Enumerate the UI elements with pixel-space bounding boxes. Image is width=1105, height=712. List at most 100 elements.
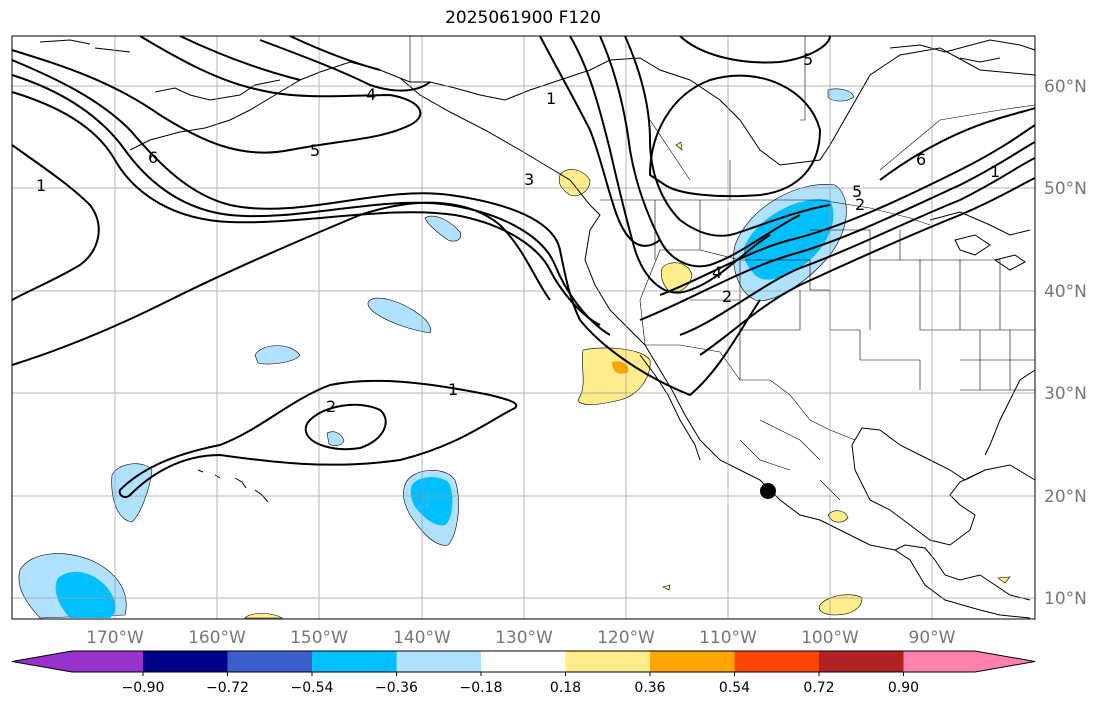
colorbar-tick-label: −0.18: [460, 680, 503, 696]
contour-east-jet-1: [659, 124, 1036, 296]
contour-subtropical-2: [304, 403, 387, 451]
contour-jet-3: [11, 91, 601, 326]
colorbar-segment: [12, 651, 143, 672]
contour-label: 1: [36, 176, 46, 195]
colorbar-tick-label: 0.72: [803, 680, 834, 696]
alaska-coast: [39, 39, 401, 151]
contour-east-jet-4: [699, 177, 1036, 356]
lon-label: 120°W: [597, 628, 655, 648]
lon-label: 110°W: [699, 628, 757, 648]
contour-label: 1: [990, 162, 1000, 181]
contour-label: 6: [148, 148, 158, 167]
colorbar-segment: [312, 651, 397, 672]
colorbar-tick-label: 0.90: [888, 680, 919, 696]
map-title: 2025061900 F120: [445, 8, 601, 28]
positive-anomaly-small-3: [675, 141, 683, 151]
contour-label: 5: [803, 50, 813, 69]
colorbar-tick-label: −0.72: [206, 680, 249, 696]
baja-peninsula: [639, 354, 701, 461]
us-canada-border: [600, 199, 931, 226]
positive-anomaly-baja-core: [612, 361, 629, 374]
shaded-anomalies: [18, 88, 1011, 619]
contour-subtropical-1: [118, 379, 518, 499]
great-lakes: [929, 211, 1031, 271]
negative-anomaly-pacific-3: [424, 215, 461, 242]
colorbar-segment: [903, 651, 1035, 672]
positive-anomaly-south-edge: [244, 613, 284, 619]
strong-negative-anomaly-hawaii-east: [410, 477, 453, 526]
contour-trough-2: [569, 35, 771, 294]
negative-anomaly-pacific-4: [326, 431, 345, 446]
florida-coast: [984, 369, 1036, 456]
lat-label: 40°N: [1044, 282, 1087, 302]
lon-label: 130°W: [495, 628, 553, 648]
colorbar-segment: [227, 651, 312, 672]
contour-canada-ridge: [648, 74, 822, 198]
contour-east-jet-2: [639, 141, 1036, 321]
contour-trough-3: [599, 35, 801, 268]
positive-anomaly-small-1: [997, 576, 1011, 584]
positive-anomaly-oregon-coast: [558, 169, 591, 197]
lat-label: 10°N: [1044, 589, 1087, 609]
political-borders: [409, 36, 1036, 501]
longitude-labels: 170°W 160°W 150°W 140°W 130°W 120°W 110°…: [86, 628, 956, 648]
negative-anomaly-canada: [827, 88, 855, 102]
contour-east-jet-5: [879, 107, 1036, 181]
negative-anomaly-pacific-1: [367, 297, 431, 334]
lon-label: 150°W: [290, 628, 348, 648]
contour-label: 6: [916, 150, 926, 169]
contour-trough-4: [624, 35, 831, 237]
colorbar-tick-label: 0.54: [719, 680, 750, 696]
colorbar-tick-label: 0.36: [634, 680, 665, 696]
colorbar-segment: [734, 651, 819, 672]
contour-label: 4: [712, 263, 722, 282]
contour-label: 1: [448, 380, 458, 399]
contour-label: 5: [310, 141, 320, 160]
contour-western-pacific-low: [11, 35, 422, 154]
gulf-of-mexico-coast: [851, 427, 1036, 546]
lat-label: 20°N: [1044, 487, 1087, 507]
contour-label: 5: [852, 182, 862, 201]
positive-anomaly-baja: [577, 347, 651, 405]
contour-north-pacific-wave: [179, 35, 431, 92]
contour-ridge-west: [11, 201, 551, 366]
canada-province-lines: [649, 36, 1036, 200]
contour-label: 4: [366, 85, 376, 104]
contour-1-west: [11, 144, 100, 301]
lon-label: 170°W: [86, 628, 144, 648]
colorbar-outline: [11, 650, 1036, 673]
contour-label-group: 1 6 5 4 3 1 5 6 1 5 4 2 2 1 2: [36, 50, 1000, 416]
contour-label: 2: [326, 397, 336, 416]
lat-label: 30°N: [1044, 384, 1087, 404]
lat-label: 50°N: [1044, 179, 1087, 199]
contour-jet-2: [11, 74, 611, 336]
contour-jet-1: [11, 59, 761, 397]
strong-negative-anomaly-southwest: [55, 571, 116, 618]
contour-lines: [11, 35, 1036, 499]
graticule: [12, 36, 1035, 619]
contour-east-jet-3: [679, 157, 1036, 336]
us-mexico-border: [645, 344, 856, 441]
colorbar-segment: [143, 651, 228, 672]
colorbar: −0.90 −0.72 −0.54 −0.36 −0.18 0.18 0.36 0.54 0.7…: [11, 650, 1036, 696]
colorbar-segment: [819, 651, 904, 672]
lon-label: 160°W: [188, 628, 246, 648]
contour-label: 2: [855, 195, 865, 214]
positive-anomaly-small-2: [662, 584, 671, 591]
lon-label: 140°W: [393, 628, 451, 648]
positive-anomaly-mexico: [827, 510, 849, 523]
location-marker-dot: [760, 483, 776, 499]
contour-label: 1: [546, 89, 556, 108]
negative-anomaly-pacific-2: [254, 345, 301, 365]
map-frame: [11, 35, 1036, 620]
colorbar-segment: [565, 651, 650, 672]
lon-label: 90°W: [909, 628, 956, 648]
colorbar-tick-label: 0.18: [550, 680, 581, 696]
colorbar-tick-label: −0.90: [122, 680, 165, 696]
lon-label: 100°W: [801, 628, 859, 648]
latitude-labels: 60°N 50°N 40°N 30°N 20°N 10°N: [1044, 77, 1087, 609]
colorbar-tick-label: −0.36: [375, 680, 418, 696]
north-america-west-coast: [399, 47, 1036, 619]
lat-label: 60°N: [1044, 77, 1087, 97]
